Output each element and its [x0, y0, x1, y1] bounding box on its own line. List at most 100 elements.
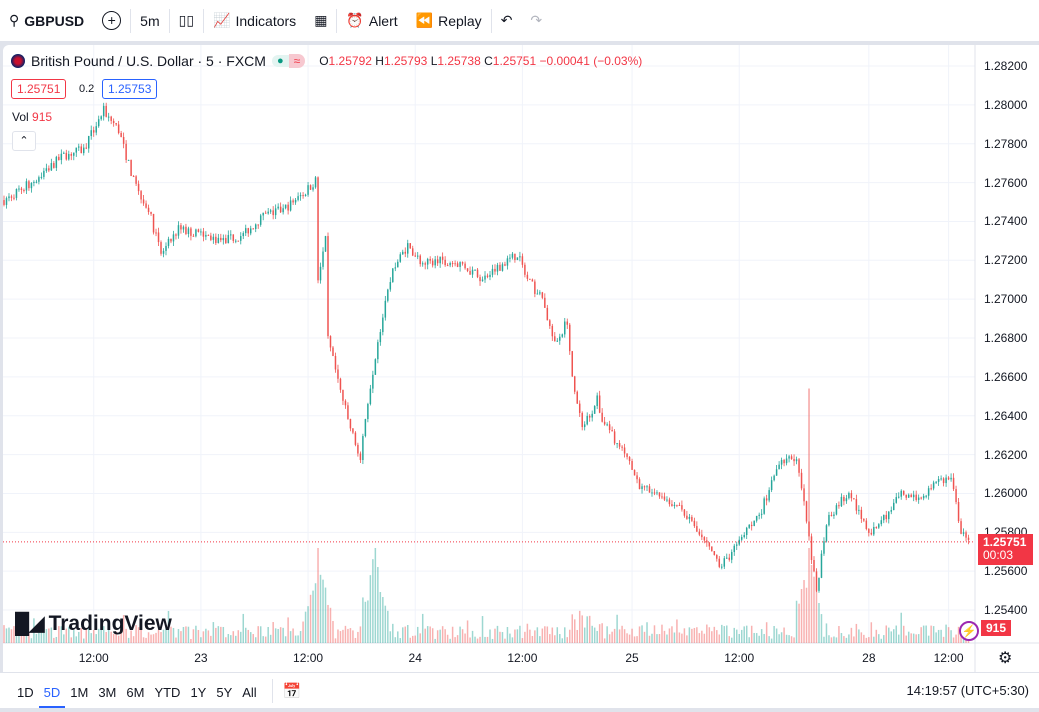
- volume-bar: [459, 626, 461, 643]
- candle-body: [92, 130, 95, 133]
- replay-button[interactable]: ⏪ Replay: [407, 0, 491, 42]
- replay-label: Replay: [438, 12, 482, 29]
- candle-body: [177, 225, 180, 236]
- volume-bar: [479, 636, 481, 643]
- candle-body: [140, 191, 142, 200]
- candle-body: [601, 412, 603, 422]
- volume-bar: [818, 603, 820, 643]
- candle-body: [60, 153, 63, 161]
- volume-bar: [419, 633, 421, 643]
- volume-bar: [73, 630, 75, 643]
- candle-body: [292, 200, 294, 203]
- candle-body: [407, 243, 409, 254]
- candle-body: [122, 136, 125, 144]
- range-5y[interactable]: 5Y: [216, 684, 233, 700]
- volume-bar: [706, 624, 708, 643]
- range-1d[interactable]: 1D: [17, 684, 34, 700]
- volume-bar: [249, 632, 252, 643]
- range-3m[interactable]: 3M: [98, 684, 117, 700]
- candle-body: [436, 259, 439, 264]
- volume-bar: [307, 606, 309, 643]
- volume-bar: [808, 548, 810, 643]
- buy-button[interactable]: 1.25753: [102, 79, 158, 99]
- volume-bar: [387, 610, 389, 643]
- candle-body: [334, 355, 337, 370]
- interval-button[interactable]: 5m: [131, 0, 168, 42]
- chart-type-button[interactable]: ▯▯: [170, 0, 203, 42]
- alert-button[interactable]: ⏰ Alert: [337, 0, 406, 42]
- volume-bar: [257, 626, 259, 643]
- candle-body: [170, 238, 172, 242]
- volume-bar: [693, 627, 696, 643]
- volume-bar: [120, 628, 122, 643]
- sell-button[interactable]: 1.25751: [11, 79, 67, 99]
- candle-body: [678, 504, 681, 506]
- candle-body: [347, 405, 349, 419]
- y-tick-label: 1.26400: [984, 408, 1028, 423]
- symbol-search[interactable]: ⚲ GBPUSD: [0, 0, 93, 42]
- volume-bar: [474, 636, 476, 643]
- volume-bar: [68, 626, 70, 643]
- candle-body: [643, 486, 646, 488]
- volume-bar: [461, 629, 464, 643]
- candle-body: [785, 458, 788, 464]
- candle-body: [247, 228, 249, 234]
- volume-bar: [170, 626, 172, 643]
- candle-body: [648, 486, 651, 493]
- volume-bar: [499, 631, 501, 643]
- volume-bar: [439, 629, 441, 643]
- candle-body: [544, 297, 546, 308]
- range-ytd[interactable]: YTD: [154, 684, 181, 700]
- volume-bar: [676, 619, 678, 643]
- range-1y[interactable]: 1Y: [190, 684, 207, 700]
- volume-bar: [925, 625, 927, 643]
- candle-body: [259, 215, 262, 225]
- volume-bar: [392, 623, 394, 643]
- volume-bar: [212, 622, 215, 643]
- clock[interactable]: 14:19:57 (UTC+5:30): [906, 683, 1029, 698]
- candle-body: [274, 208, 277, 216]
- candle-body: [853, 498, 855, 500]
- redo-button[interactable]: ↷: [521, 0, 551, 42]
- candle-body: [726, 557, 728, 559]
- candle-body: [713, 551, 716, 555]
- collapse-legend-button[interactable]: ⌃: [12, 131, 36, 151]
- settings-icon[interactable]: ⚙: [998, 650, 1013, 667]
- price-chart[interactable]: [3, 45, 1039, 672]
- candle-body: [900, 490, 902, 497]
- candle-body: [317, 177, 319, 281]
- candle-body: [459, 262, 461, 267]
- volume-bar: [349, 628, 352, 643]
- range-all[interactable]: All: [242, 684, 257, 700]
- range-6m[interactable]: 6M: [126, 684, 145, 700]
- volume-bar: [287, 617, 289, 643]
- volume-bar: [302, 621, 304, 643]
- indicators-button[interactable]: 📈 Indicators: [204, 0, 305, 42]
- volume-bar: [573, 619, 576, 643]
- candle-body: [160, 242, 162, 254]
- candle-body: [344, 400, 347, 406]
- range-1m[interactable]: 1M: [70, 684, 89, 700]
- volume-bar: [252, 634, 254, 643]
- candle-body: [431, 260, 434, 266]
- volume-bar: [55, 636, 58, 643]
- candle-body: [798, 459, 800, 473]
- volume-bar: [23, 634, 25, 643]
- chart-pane[interactable]: British Pound / U.S. Dollar · 5 · FXCM ●…: [3, 45, 1039, 672]
- candle-body: [509, 257, 511, 259]
- candle-body: [611, 430, 613, 432]
- candle-body: [117, 124, 120, 134]
- volume-bar: [858, 629, 860, 643]
- volume-bar: [860, 632, 863, 643]
- candle-body: [456, 263, 459, 267]
- undo-button[interactable]: ↶: [492, 0, 522, 42]
- lightning-icon[interactable]: ⚡: [959, 621, 979, 641]
- volume-bar: [890, 631, 893, 643]
- range-5d[interactable]: 5D: [38, 674, 66, 708]
- volume-bar: [641, 625, 643, 643]
- goto-date-icon[interactable]: 📅: [282, 682, 302, 700]
- tradingview-logo[interactable]: █◢ TradingView: [15, 611, 172, 636]
- layouts-button[interactable]: ▦: [305, 0, 336, 42]
- compare-button[interactable]: +: [93, 0, 130, 42]
- candle-body: [207, 234, 210, 236]
